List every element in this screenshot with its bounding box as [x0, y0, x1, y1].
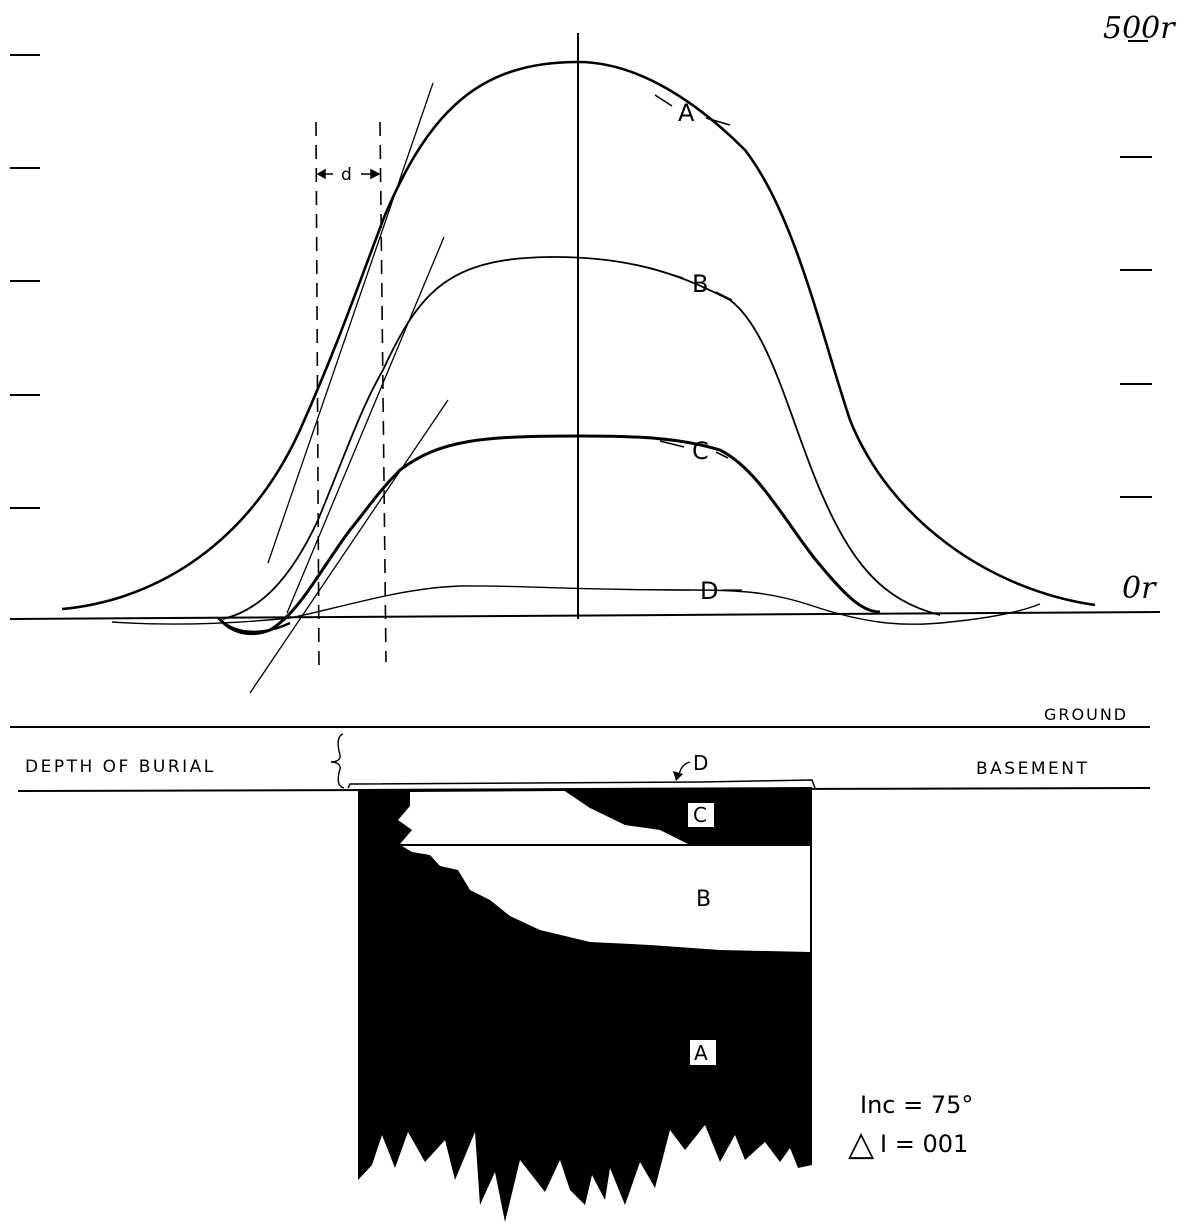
depth-brace: [330, 733, 345, 789]
delta-i-label: I = 001: [880, 1130, 968, 1158]
zero-baseline: [9, 611, 1161, 620]
curve-label-a-group: A: [654, 94, 731, 127]
arrowhead-right-icon: [370, 168, 381, 180]
dimension-d-label: d: [341, 165, 352, 185]
buried-body: C B A: [358, 787, 812, 1222]
anomaly-curve-d: [111, 585, 1041, 625]
tangent-line-a: [267, 82, 434, 564]
curve-label-leader: [654, 94, 673, 107]
zone-c-label: C: [693, 803, 707, 827]
left-scale-ticks: [10, 54, 40, 509]
scale-zero-label: 0r: [1122, 571, 1157, 606]
tangent-line-c: [249, 399, 449, 694]
marker-d-label: D: [693, 751, 708, 775]
curve-label-leader: [705, 117, 731, 126]
curve-label-leader: [659, 440, 685, 448]
curve-label-leader: [715, 451, 729, 459]
ground-label: GROUND: [1044, 705, 1128, 724]
marker-d-arrowhead-icon: [673, 771, 683, 781]
zone-c-label-box: [688, 803, 714, 827]
curve-label-leader: [649, 267, 684, 279]
right-scale-ticks: [1120, 156, 1152, 498]
curve-label-d: D: [700, 577, 718, 605]
guide-dashed-right: [379, 121, 387, 663]
arrowhead-left-icon: [316, 168, 326, 180]
curve-label-a: A: [678, 99, 695, 127]
basement-label: BASEMENT: [976, 759, 1089, 779]
dimension-d: [316, 168, 381, 180]
inclination-label: Inc = 75°: [860, 1091, 973, 1119]
anomaly-curve-a: [61, 60, 1096, 611]
depth-of-burial-label: DEPTH OF BURIAL: [25, 757, 216, 777]
zone-a-label: A: [694, 1041, 708, 1065]
zone-b-label: B: [696, 887, 711, 912]
curve-label-c-group: C: [659, 437, 729, 465]
curve-label-b-group: B: [649, 267, 733, 301]
tangent-lines: [249, 82, 449, 694]
zone-c-white: [398, 791, 688, 844]
tangent-line-b: [286, 236, 445, 614]
curve-label-leader: [715, 291, 733, 301]
curve-label-c: C: [692, 437, 709, 465]
zone-b-white: [402, 846, 810, 952]
curve-label-d-group: D: [664, 577, 742, 605]
delta-icon: △: [848, 1124, 875, 1164]
anomaly-curve-b: [222, 256, 941, 620]
dimension-guides: [315, 121, 387, 669]
curve-label-b: B: [692, 270, 708, 298]
body-top-outline: [347, 779, 816, 789]
anomaly-curve-c: [218, 434, 881, 635]
zone-a-label-box: [690, 1040, 716, 1065]
